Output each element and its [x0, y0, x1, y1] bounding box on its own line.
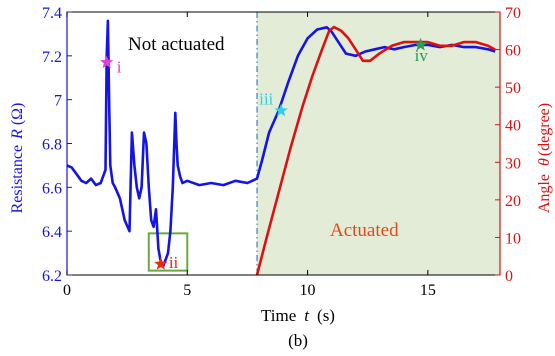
left-y-tick-label: 6.6	[42, 180, 62, 197]
right-y-axis-label: Angleθ(degree)	[536, 103, 553, 213]
x-tick-label: 0	[63, 282, 71, 299]
right-y-tick-label: 10	[505, 230, 521, 247]
x-axis-label: Time t (s)	[261, 306, 335, 325]
marker-label-iii: iii	[259, 90, 273, 109]
highlight-box	[147, 232, 189, 272]
marker-star-i	[100, 55, 114, 69]
left-y-tick-label: 6.8	[42, 137, 62, 154]
right-y-tick-label: 20	[505, 193, 521, 210]
left-y-axis-label: ResistanceR(Ω)	[9, 103, 26, 214]
right-y-tick-label: 70	[505, 5, 521, 22]
left-y-tick-label: 6.2	[42, 268, 62, 285]
left-y-tick-label: 7.2	[42, 49, 62, 66]
series-line-right-axis	[255, 25, 496, 276]
x-tick-label: 10	[300, 282, 316, 299]
x-tick-label: 5	[183, 282, 191, 299]
right-y-tick-label: 0	[505, 268, 513, 285]
marker-star-ii	[154, 257, 168, 270]
marker-label-i: i	[117, 57, 122, 76]
right-y-tick-label: 60	[505, 43, 521, 60]
figure-caption: (b)	[288, 331, 308, 350]
series-line-left-axis	[66, 19, 496, 268]
right-y-tick-label: 40	[505, 118, 521, 135]
marker-star-iv	[414, 37, 428, 51]
left-y-tick-label: 6.4	[42, 224, 62, 241]
marker-star-iii	[274, 103, 288, 117]
left-y-tick-label: 7.4	[42, 5, 62, 22]
right-y-tick-label: 30	[505, 155, 521, 172]
left-y-tick-label: 7	[54, 93, 62, 110]
marker-label-ii: ii	[169, 253, 179, 272]
region-label-actuated: Actuated	[330, 220, 399, 241]
region-label-not-actuated: Not actuated	[128, 34, 225, 55]
right-y-tick-label: 50	[505, 80, 521, 97]
x-tick-label: 15	[420, 282, 436, 299]
marker-label-iv: iv	[415, 46, 429, 65]
